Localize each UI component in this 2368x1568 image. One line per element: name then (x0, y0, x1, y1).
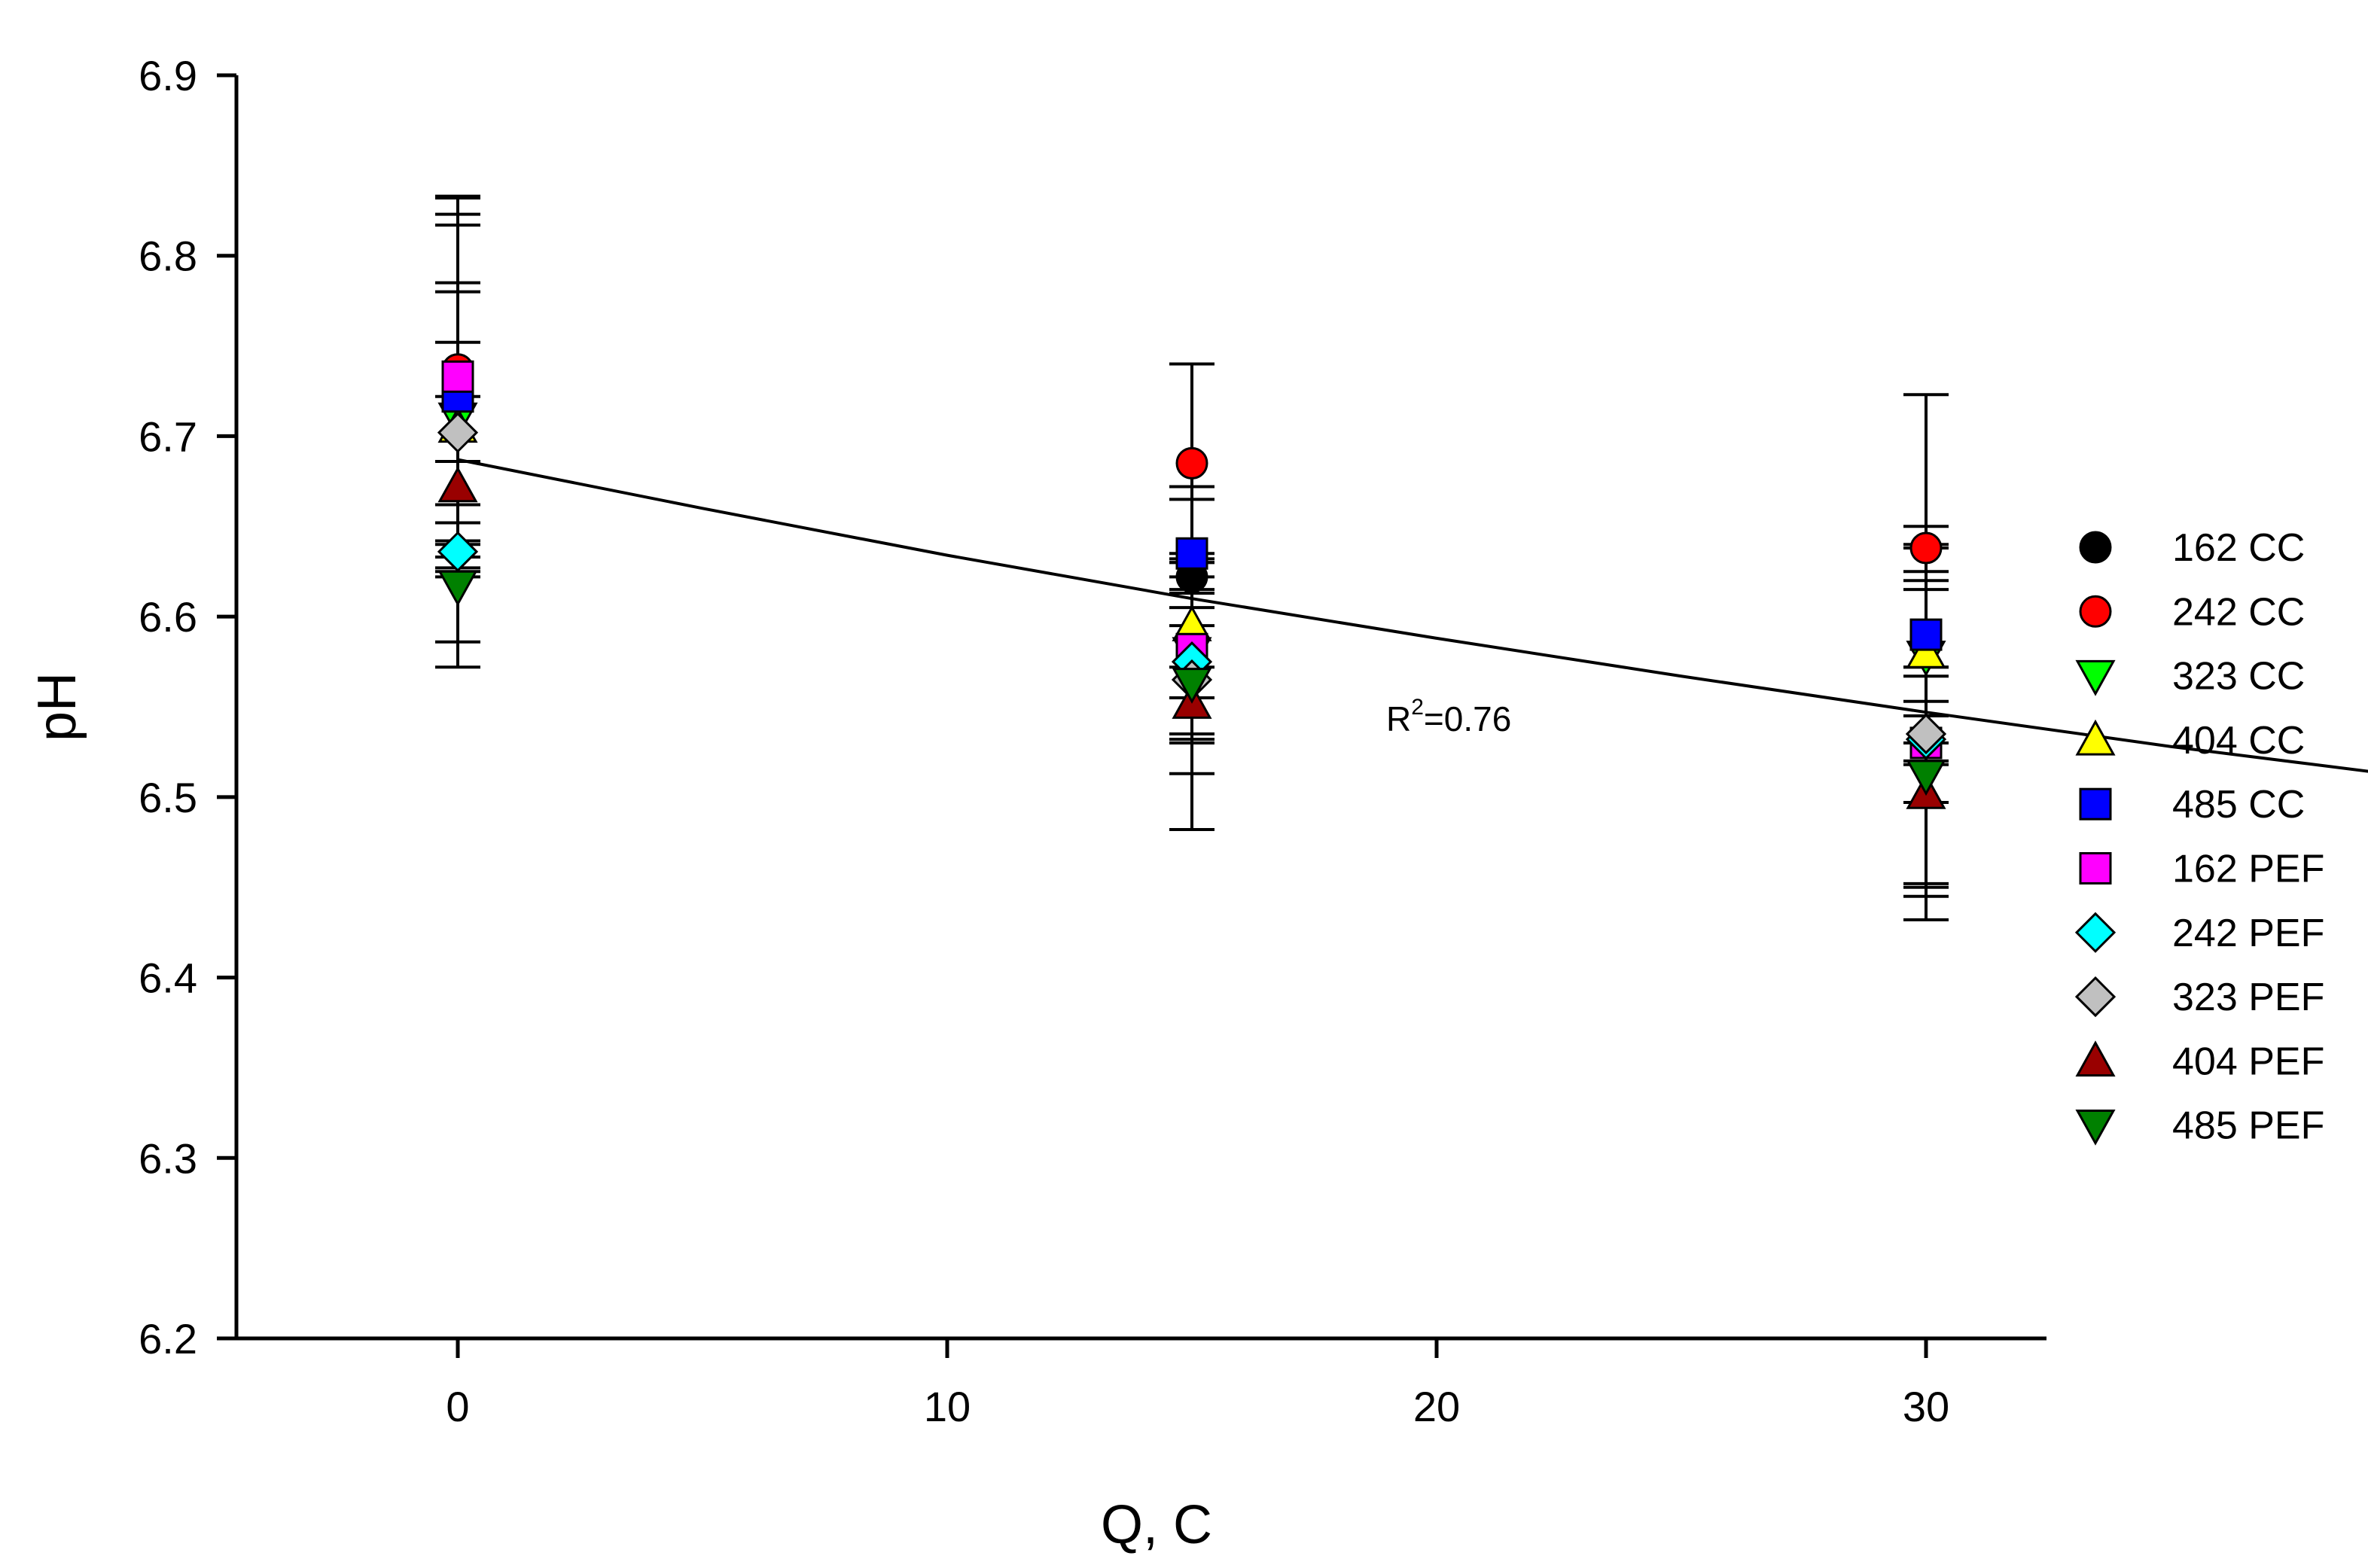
data-point (441, 360, 474, 393)
r-squared-base: R (1386, 699, 1411, 738)
y-tick-label: 6.4 (139, 955, 197, 1002)
data-point (1909, 618, 1943, 651)
data-point (1175, 537, 1208, 570)
y-tick-label: 6.5 (139, 774, 197, 821)
error-bars (435, 194, 1949, 921)
r-squared-annotation: R2=0.76 (1386, 695, 1511, 738)
data-point (437, 531, 479, 572)
y-axis-title: pH (27, 672, 87, 741)
y-tick-label: 6.3 (139, 1134, 197, 1182)
data-point (437, 412, 479, 453)
y-tick-label: 6.9 (139, 52, 197, 99)
x-axis-title: Q, C (1101, 1495, 1212, 1555)
legend-label: 242 CC (2172, 590, 2305, 634)
legend-marker (2079, 531, 2112, 564)
legend-marker (2074, 912, 2117, 953)
data-point (1172, 668, 1212, 704)
y-tick-label: 6.2 (139, 1315, 197, 1362)
data-point (1906, 632, 1946, 668)
legend-marker (2074, 976, 2117, 1018)
legend-marker (2079, 595, 2112, 628)
data-point (1909, 531, 1943, 565)
y-tick-label: 6.7 (139, 413, 197, 460)
axes (234, 75, 2046, 1341)
axis-ticks: 6.26.36.46.56.66.76.86.90102030405060 (139, 52, 1949, 1430)
legend-label: 323 CC (2172, 655, 2305, 699)
data-point (1175, 446, 1208, 480)
legend-marker (2075, 659, 2116, 696)
y-tick-label: 6.6 (139, 593, 197, 641)
x-tick-label: 10 (924, 1383, 971, 1430)
legend-label: 162 CC (2172, 526, 2305, 570)
legend: 162 CC 242 CC 323 CC 404 CC 485 CC 162 PEF 242… (2074, 526, 2324, 1148)
legend-marker (2075, 719, 2116, 756)
r-squared-value: =0.76 (1424, 699, 1511, 738)
legend-marker (2079, 852, 2112, 884)
data-point (437, 570, 478, 607)
legend-label: 323 PEF (2172, 976, 2324, 1019)
legend-label: 162 PEF (2172, 848, 2324, 891)
y-tick-label: 6.8 (139, 233, 197, 280)
x-tick-label: 0 (446, 1383, 469, 1430)
legend-label: 485 PEF (2172, 1104, 2324, 1148)
x-tick-label: 30 (1903, 1383, 1949, 1430)
legend-label: 404 PEF (2172, 1040, 2324, 1083)
r-squared-superscript: 2 (1411, 695, 1424, 720)
legend-marker (2075, 1040, 2116, 1077)
data-points (437, 353, 1947, 809)
data-point (437, 466, 478, 503)
legend-label: 485 CC (2172, 783, 2305, 827)
legend-marker (2079, 787, 2112, 821)
legend-marker (2075, 1110, 2116, 1146)
legend-label: 404 CC (2172, 719, 2305, 763)
data-point (1906, 760, 1946, 796)
legend-label: 242 PEF (2172, 912, 2324, 955)
x-tick-label: 20 (1413, 1383, 1460, 1430)
data-point (1905, 713, 1947, 755)
